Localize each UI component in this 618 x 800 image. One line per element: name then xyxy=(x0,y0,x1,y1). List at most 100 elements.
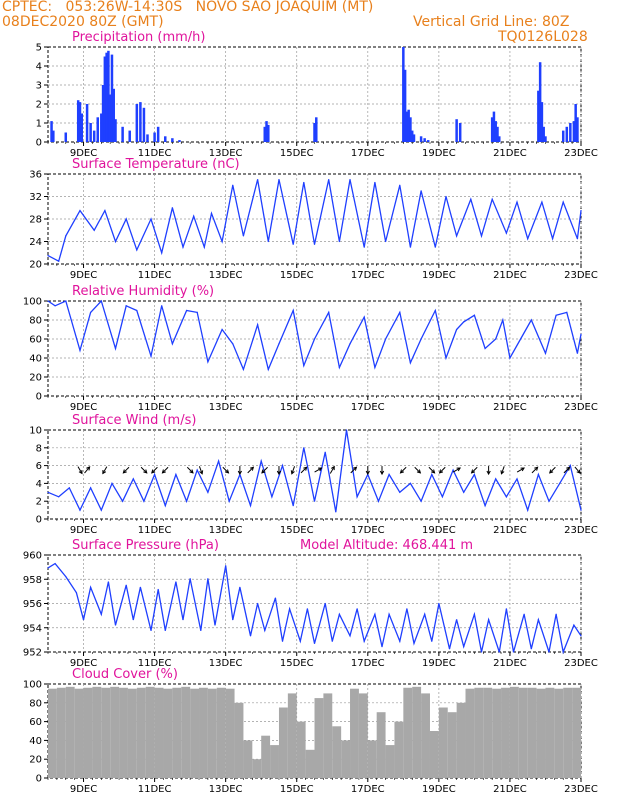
series-point xyxy=(566,311,568,313)
series-point xyxy=(306,608,308,610)
series-point xyxy=(90,487,92,489)
series-point xyxy=(374,181,376,184)
cloud-cover-bar xyxy=(110,686,120,778)
series-point xyxy=(413,642,415,644)
series-point xyxy=(207,491,209,493)
cloud-cover-bar xyxy=(48,688,57,778)
precipitation-bar xyxy=(156,126,160,142)
x-tick-label: 19DEC xyxy=(422,270,456,281)
precipitation-bar xyxy=(540,102,544,142)
series-point xyxy=(161,305,163,307)
series-point xyxy=(384,338,387,340)
precipitation-bar xyxy=(458,123,462,142)
wind-vector xyxy=(261,466,268,474)
series-point xyxy=(438,602,440,605)
series-point xyxy=(100,300,102,302)
wind-vector xyxy=(151,466,158,474)
series-point xyxy=(90,586,92,588)
wind-arrowhead xyxy=(566,466,571,471)
precipitation-bar xyxy=(544,136,547,142)
y-tick-label: 2 xyxy=(36,100,42,111)
cloud-cover-bar xyxy=(296,721,306,778)
series-point xyxy=(388,613,390,615)
model-altitude-annotation: Model Altitude: 468.441 m xyxy=(300,538,473,553)
series-point xyxy=(114,347,117,350)
y-tick-label: 8 xyxy=(36,443,42,454)
series-point xyxy=(537,619,539,621)
series-point xyxy=(580,333,582,335)
wind-arrowhead xyxy=(189,469,194,474)
precipitation-bar xyxy=(267,124,270,142)
x-tick-label: 23DEC xyxy=(564,525,598,536)
x-tick-label: 13DEC xyxy=(209,525,243,536)
series-point xyxy=(107,581,110,583)
series-point xyxy=(349,179,351,181)
series-point xyxy=(114,240,117,243)
series-point xyxy=(242,235,245,237)
series-point xyxy=(47,254,49,257)
wind-vector xyxy=(563,466,570,474)
series-point xyxy=(452,469,454,471)
series-point xyxy=(58,496,60,498)
precipitation-bar xyxy=(263,126,267,142)
series-point xyxy=(441,496,444,498)
y-tick-label: 60 xyxy=(29,335,42,346)
precipitation-bar xyxy=(542,126,545,142)
series-point xyxy=(257,324,259,326)
series-point xyxy=(431,473,433,476)
y-tick-label: 28 xyxy=(29,215,42,226)
series-point xyxy=(207,361,209,363)
series-point xyxy=(292,243,294,245)
wind-arrowhead xyxy=(318,467,323,472)
cloud-cover-bar xyxy=(270,745,279,778)
x-tick-label: 17DEC xyxy=(351,270,385,281)
series-point xyxy=(576,238,579,240)
series-point xyxy=(93,229,95,231)
wind-vector xyxy=(102,466,108,474)
cloud-cover-bar xyxy=(358,693,368,778)
series-point xyxy=(488,619,490,621)
panel-frame xyxy=(47,300,582,397)
cloud-cover-bar xyxy=(56,687,66,778)
x-tick-label: 21DEC xyxy=(493,525,527,536)
series-point xyxy=(434,246,436,248)
x-tick-label: 23DEC xyxy=(564,270,598,281)
x-tick-label: 17DEC xyxy=(351,525,385,536)
wind-vector xyxy=(329,466,335,474)
series-point xyxy=(299,640,301,642)
wind-vector xyxy=(471,466,478,474)
cloud-cover-bar xyxy=(74,688,84,778)
x-tick-label: 15DEC xyxy=(280,148,314,159)
series-point xyxy=(523,613,525,615)
series-point xyxy=(122,500,124,502)
precipitation-bar xyxy=(146,134,149,142)
series-point xyxy=(349,635,351,637)
series-point xyxy=(111,482,113,484)
series-point xyxy=(448,648,451,650)
cloud-cover-bar xyxy=(563,687,573,778)
cloud-cover-bar xyxy=(101,687,111,778)
wind-arrowhead xyxy=(224,469,230,474)
precipitation-bar xyxy=(76,100,80,142)
x-tick-label: 19DEC xyxy=(422,658,456,669)
x-tick-label: 13DEC xyxy=(209,784,243,795)
wind-vector xyxy=(452,467,461,473)
cloud-cover-bar xyxy=(119,687,128,778)
precipitation-bar xyxy=(490,117,494,142)
precipitation-bar xyxy=(561,130,565,142)
x-tick-label: 21DEC xyxy=(493,148,527,159)
y-tick-label: 80 xyxy=(29,316,42,327)
wind-arrowhead xyxy=(456,467,462,472)
x-tick-label: 19DEC xyxy=(422,784,456,795)
series-point xyxy=(456,328,458,331)
wind-vector xyxy=(500,466,505,474)
x-tick-label: 9DEC xyxy=(70,402,97,413)
series-point xyxy=(154,473,156,476)
series-point xyxy=(324,451,326,453)
series-point xyxy=(363,246,365,248)
series-point xyxy=(100,613,102,615)
y-tick-label: 32 xyxy=(29,192,42,203)
series-point xyxy=(175,473,177,476)
wind-arrowhead xyxy=(416,469,422,474)
series-point xyxy=(242,368,245,370)
